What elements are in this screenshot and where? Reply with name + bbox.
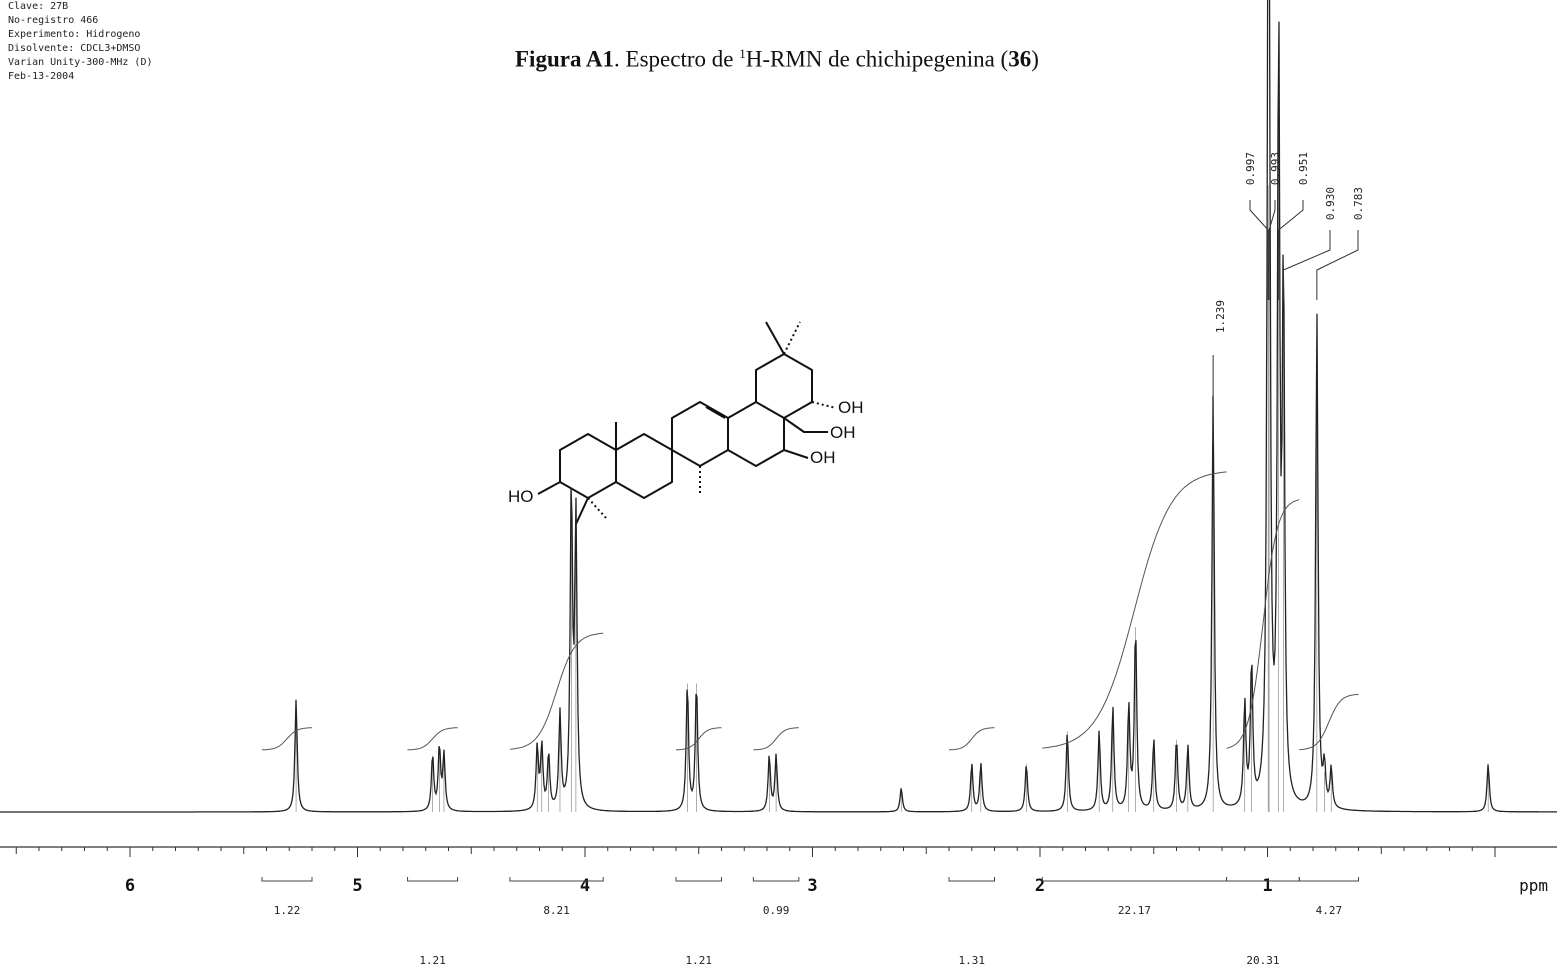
ring-a — [559, 433, 617, 499]
title-superscript: 1 — [739, 46, 746, 61]
meta-line-instrument: Varian Unity-300-MHz (D) — [8, 57, 153, 68]
integral-curve-3 — [675, 727, 722, 751]
peak-label-3: 0.930 — [1324, 187, 1337, 220]
meta-line-date: Feb-13-2004 — [8, 71, 75, 82]
integral-bracket-4 — [752, 877, 800, 882]
figure-title: Figura A1. Espectro de 1H-RMN de chichip… — [515, 46, 1039, 73]
peak-leader-0 — [1249, 200, 1269, 300]
title-text-a: . Espectro de — [614, 46, 740, 72]
x-tick-label-1: 1 — [1262, 876, 1272, 896]
compound-number: 36 — [1008, 46, 1032, 72]
integral-bracket-8 — [1298, 877, 1359, 882]
bond-ch2oh — [783, 417, 828, 433]
peak-leader-1 — [1268, 200, 1276, 300]
integral-bracket-2 — [509, 877, 604, 882]
x-tick-label-5: 5 — [352, 876, 362, 896]
atom-oh-22: OH — [838, 398, 864, 417]
integral-curve-8 — [1299, 693, 1359, 751]
ring-c — [671, 401, 729, 467]
integral-curve-6 — [1042, 471, 1227, 749]
x-tick-label-4: 4 — [580, 876, 590, 896]
ring-e — [755, 353, 813, 419]
figure-label: Figura A1 — [515, 46, 615, 72]
atom-ho-3: HO — [508, 487, 534, 506]
ring-b — [615, 433, 673, 499]
integral-value-5: 1.31 — [959, 954, 986, 967]
atom-oh-16: OH — [810, 448, 836, 467]
integral-bracket-1 — [407, 877, 459, 882]
integral-value-1: 1.21 — [419, 954, 446, 967]
chemical-structure: OH OH OH HO — [508, 321, 864, 525]
integral-value-4: 0.99 — [763, 904, 790, 917]
integral-value-8: 4.27 — [1316, 904, 1343, 917]
ring-d — [727, 401, 785, 467]
bond-ho — [537, 481, 561, 495]
integral-curve-4 — [753, 727, 799, 751]
meta-line-experimento: Experimento: Hidrogeno — [8, 29, 141, 40]
x-tick-label-3: 3 — [807, 876, 817, 896]
peak-label-2: 0.951 — [1297, 152, 1310, 185]
integral-bracket-5 — [948, 877, 995, 882]
double-bond — [705, 406, 726, 419]
methyl-c4b — [587, 497, 607, 519]
integral-curve-2 — [509, 632, 604, 750]
integral-value-0: 1.22 — [274, 904, 301, 917]
atom-oh-28: OH — [830, 423, 856, 442]
spectrum-trace — [0, 0, 1557, 813]
integral-bracket-6 — [1041, 877, 1228, 882]
integral-curve-7 — [1226, 499, 1300, 749]
x-axis-label: ppm — [1519, 876, 1548, 895]
bond-oh-22 — [811, 401, 837, 409]
title-text-b: H-RMN de chichipegenina ( — [745, 46, 1009, 72]
methyl-c20b — [783, 321, 801, 355]
methyl-c20a — [765, 321, 785, 355]
integral-value-3: 1.21 — [686, 954, 713, 967]
integral-curve-5 — [948, 727, 995, 751]
peak-label-1: 0.993 — [1269, 152, 1282, 185]
bond-oh-16 — [783, 449, 809, 459]
meta-line-registro: No-registro 466 — [8, 15, 99, 26]
integral-bracket-0 — [261, 877, 313, 882]
x-tick-label-6: 6 — [125, 876, 135, 896]
peak-label-4: 0.783 — [1352, 187, 1365, 220]
integral-value-2: 8.21 — [543, 904, 570, 917]
meta-line-disolvente: Disolvente: CDCL3+DMSO — [8, 43, 141, 54]
acquisition-metadata: Clave: 27B No-registro 466 Experimento: … — [8, 0, 153, 84]
x-tick-label-2: 2 — [1035, 876, 1045, 896]
title-text-c: ) — [1031, 46, 1039, 72]
integral-curve-1 — [407, 727, 458, 751]
peak-label-0: 0.997 — [1244, 152, 1257, 185]
meta-line-clave: Clave: 27B — [8, 1, 69, 12]
peak-leader-2 — [1278, 200, 1304, 300]
integral-value-6: 22.17 — [1118, 904, 1151, 917]
peak-leader-4 — [1316, 230, 1359, 300]
integral-curve-0 — [261, 727, 313, 751]
integral-value-7: 20.31 — [1246, 954, 1279, 967]
peak-label-5: 1.239 — [1214, 300, 1227, 333]
methyl-c4a — [575, 497, 589, 525]
integral-bracket-3 — [675, 877, 722, 882]
peak-leader-3 — [1282, 230, 1331, 300]
